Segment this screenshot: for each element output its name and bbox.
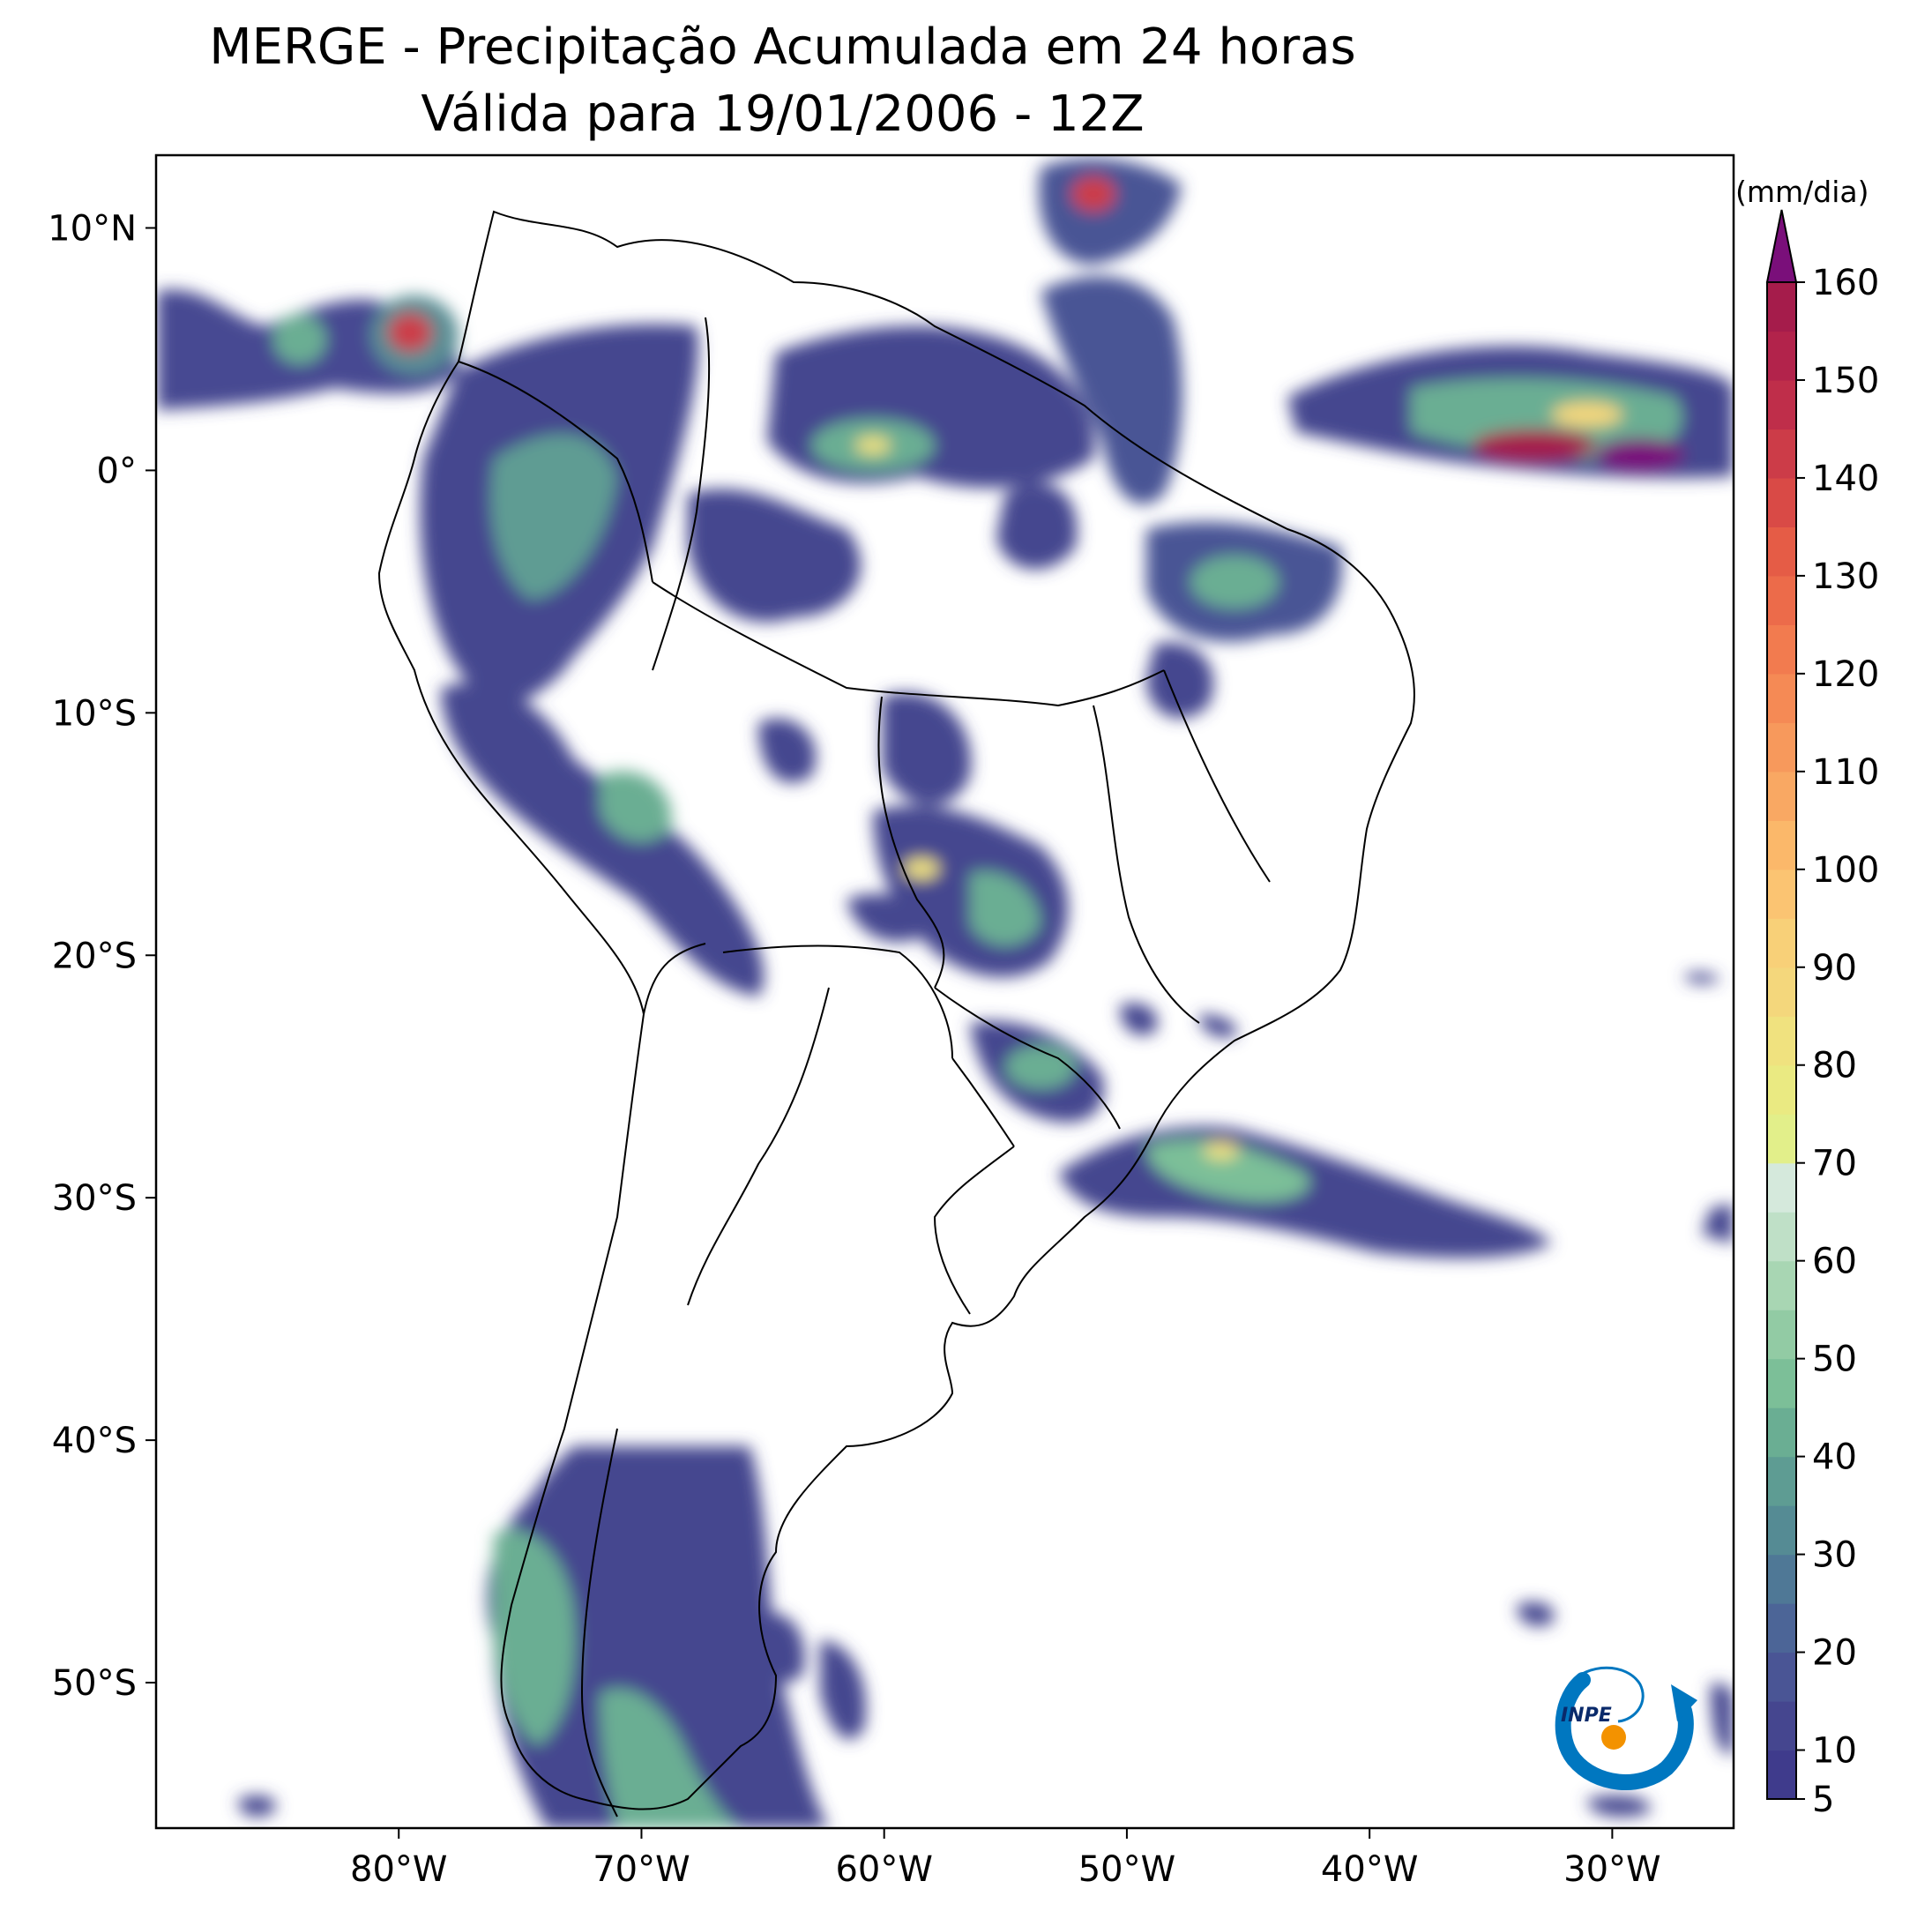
colorbar-segment <box>1767 1064 1796 1115</box>
colorbar-tick-label: 110 <box>1812 752 1879 793</box>
colorbar-tick-label: 160 <box>1812 263 1879 303</box>
colorbar-tick-label: 130 <box>1812 556 1879 597</box>
colorbar-tick-label: 80 <box>1812 1046 1857 1086</box>
colorbar-segment <box>1767 1554 1796 1604</box>
colorbar-segment <box>1767 1456 1796 1506</box>
lat-tick-label: 20°S <box>52 936 137 976</box>
colorbar-segment <box>1767 722 1796 773</box>
colorbar-segment <box>1767 1505 1796 1556</box>
colorbar-tick-label: 60 <box>1812 1242 1857 1282</box>
colorbar-segment <box>1767 624 1796 675</box>
colorbar-tick-label: 100 <box>1812 850 1879 891</box>
colorbar-tick-label: 40 <box>1812 1437 1857 1478</box>
lat-tick-label: 0° <box>97 451 137 491</box>
colorbar-tick-label: 150 <box>1812 361 1879 401</box>
colorbar-segment <box>1767 1162 1796 1213</box>
colorbar-segment <box>1767 820 1796 870</box>
map-subtitle: Válida para 19/01/2006 - 12Z <box>421 86 1145 143</box>
colorbar-tick-label: 5 <box>1812 1780 1834 1820</box>
colorbar: 5 10 20 30 40 50 60 70 80 90 100 110 120 130 140 150 160 <box>1765 209 1879 1820</box>
coastline <box>377 210 1415 1818</box>
lat-tick-label: 40°S <box>52 1421 137 1461</box>
colorbar-segment <box>1767 1603 1796 1653</box>
lat-tick-label: 10°S <box>52 693 137 734</box>
lat-tick-label: 30°S <box>52 1178 137 1219</box>
map-title: MERGE - Precipitação Acumulada em 24 hor… <box>209 19 1356 76</box>
inpe-logo-sun <box>1601 1725 1626 1750</box>
colorbar-segment <box>1767 477 1796 528</box>
colorbar-extend-arrow <box>1765 209 1798 283</box>
inpe-logo-orbit <box>1568 1666 1645 1723</box>
colorbar-segment <box>1767 1750 1796 1800</box>
colorbar-tick-label: 90 <box>1812 948 1857 989</box>
colorbar-segment <box>1767 379 1796 430</box>
inpe-logo-text: INPE <box>1561 1705 1612 1727</box>
lon-tick-label: 70°W <box>593 1849 690 1890</box>
lon-tick-label: 50°W <box>1078 1849 1175 1890</box>
colorbar-segment <box>1767 575 1796 625</box>
inpe-logo-swoosh <box>1555 1672 1694 1790</box>
colorbar-segment <box>1767 1212 1796 1262</box>
lat-tick-label: 50°S <box>52 1663 137 1704</box>
colorbar-tick-label: 20 <box>1812 1633 1857 1674</box>
latitude-axis: 10°N 0° 10°S 20°S 30°S 40°S 50°S <box>48 208 156 1704</box>
colorbar-tick-label: 50 <box>1812 1340 1857 1380</box>
inpe-logo: INPE <box>1555 1666 1697 1790</box>
colorbar-tick-label: 120 <box>1812 654 1879 695</box>
colorbar-tick-label: 140 <box>1812 459 1879 499</box>
colorbar-segment <box>1767 771 1796 821</box>
colorbar-segment <box>1767 331 1796 381</box>
colorbar-segment <box>1767 1701 1796 1751</box>
colorbar-segment <box>1767 282 1796 332</box>
colorbar-segment <box>1767 673 1796 723</box>
colorbar-segment <box>1767 1652 1796 1702</box>
lon-tick-label: 30°W <box>1563 1849 1660 1890</box>
precipitation-field <box>157 158 1734 1828</box>
lon-tick-label: 40°W <box>1321 1849 1418 1890</box>
inpe-logo-arrow <box>1671 1684 1697 1721</box>
colorbar-segment <box>1767 918 1796 968</box>
colorbar-tick-label: 70 <box>1812 1144 1857 1184</box>
colorbar-segment <box>1767 1358 1796 1408</box>
colorbar-segment <box>1767 1407 1796 1458</box>
map-frame <box>154 153 1735 1830</box>
colorbar-tick-label: 10 <box>1812 1731 1857 1772</box>
lon-tick-label: 80°W <box>350 1849 447 1890</box>
colorbar-segment <box>1767 869 1796 919</box>
colorbar-outline <box>1766 281 1797 1800</box>
colorbar-segment <box>1767 1310 1796 1360</box>
colorbar-unit: (mm/dia) <box>1735 175 1869 209</box>
colorbar-segment <box>1767 1114 1796 1164</box>
longitude-axis: 80°W 70°W 60°W 50°W 40°W 30°W <box>350 1828 1661 1890</box>
colorbar-segment <box>1767 967 1796 1017</box>
colorbar-segment <box>1767 429 1796 479</box>
lon-tick-label: 60°W <box>835 1849 932 1890</box>
colorbar-segment <box>1767 1260 1796 1310</box>
colorbar-segment <box>1767 1016 1796 1066</box>
colorbar-tick-label: 30 <box>1812 1535 1857 1576</box>
lat-tick-label: 10°N <box>48 208 137 249</box>
colorbar-segment <box>1767 526 1796 577</box>
